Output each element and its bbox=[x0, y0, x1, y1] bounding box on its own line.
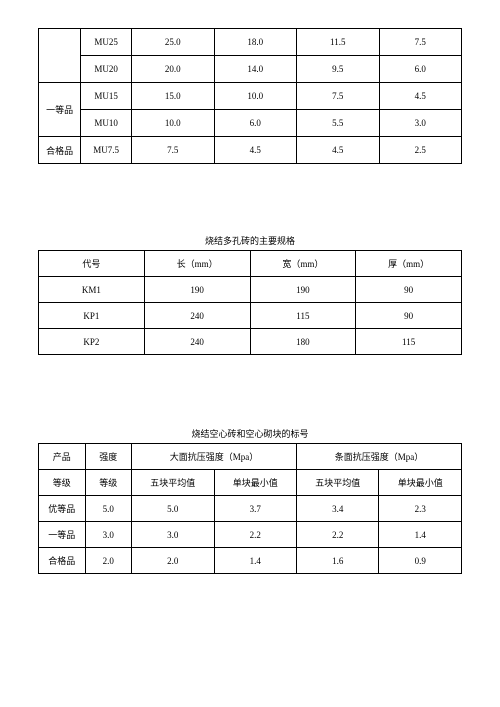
data-cell: 10.0 bbox=[214, 83, 296, 110]
data-cell: 7.5 bbox=[297, 83, 379, 110]
table-row: 一等品 3.0 3.0 2.2 2.2 1.4 bbox=[39, 522, 462, 548]
table-header-row: 等级 等级 五块平均值 单块最小值 五块平均值 单块最小值 bbox=[39, 470, 462, 496]
code-cell: MU7.5 bbox=[81, 137, 132, 164]
data-cell: 15.0 bbox=[132, 83, 214, 110]
table-row: MU25 25.0 18.0 11.5 7.5 bbox=[39, 29, 462, 56]
data-cell: 190 bbox=[144, 277, 250, 303]
table3-caption: 烧结空心砖和空心砌块的标号 bbox=[38, 427, 462, 440]
data-cell: 2.0 bbox=[132, 548, 214, 574]
data-cell: 3.7 bbox=[214, 496, 296, 522]
data-cell: 1.6 bbox=[297, 548, 379, 574]
header-cell: 等级 bbox=[85, 470, 132, 496]
data-cell: 1.4 bbox=[379, 522, 462, 548]
data-cell: 2.5 bbox=[379, 137, 462, 164]
data-cell: 2.2 bbox=[297, 522, 379, 548]
data-cell: 7.5 bbox=[379, 29, 462, 56]
table2-block: 烧结多孔砖的主要规格 代号 长（mm） 宽（mm） 厚（mm） KM1 190 … bbox=[38, 234, 462, 355]
header-cell: 单块最小值 bbox=[214, 470, 296, 496]
grade-cell: 合格品 bbox=[39, 137, 81, 164]
header-cell: 五块平均值 bbox=[297, 470, 379, 496]
data-cell: KP2 bbox=[39, 329, 145, 355]
data-cell: 240 bbox=[144, 329, 250, 355]
header-cell: 厚（mm） bbox=[356, 251, 462, 277]
data-cell: 90 bbox=[356, 303, 462, 329]
table-row: 优等品 5.0 5.0 3.7 3.4 2.3 bbox=[39, 496, 462, 522]
data-cell: 2.3 bbox=[379, 496, 462, 522]
data-cell: 3.0 bbox=[379, 110, 462, 137]
data-cell: 2.2 bbox=[214, 522, 296, 548]
code-cell: MU15 bbox=[81, 83, 132, 110]
header-cell: 代号 bbox=[39, 251, 145, 277]
table2-caption: 烧结多孔砖的主要规格 bbox=[38, 234, 462, 247]
table1: MU25 25.0 18.0 11.5 7.5 MU20 20.0 14.0 9… bbox=[38, 28, 462, 164]
data-cell: 18.0 bbox=[214, 29, 296, 56]
table-row: MU20 20.0 14.0 9.5 6.0 bbox=[39, 56, 462, 83]
data-cell: 190 bbox=[250, 277, 356, 303]
header-cell: 单块最小值 bbox=[379, 470, 462, 496]
data-cell: 9.5 bbox=[297, 56, 379, 83]
data-cell: 优等品 bbox=[39, 496, 86, 522]
data-cell: 合格品 bbox=[39, 548, 86, 574]
data-cell: 25.0 bbox=[132, 29, 214, 56]
data-cell: 20.0 bbox=[132, 56, 214, 83]
data-cell: 5.5 bbox=[297, 110, 379, 137]
table3-block: 烧结空心砖和空心砌块的标号 产品 强度 大面抗压强度（Mpa） 条面抗压强度（M… bbox=[38, 427, 462, 574]
data-cell: 90 bbox=[356, 277, 462, 303]
data-cell: 5.0 bbox=[132, 496, 214, 522]
data-cell: 6.0 bbox=[214, 110, 296, 137]
data-cell: 115 bbox=[356, 329, 462, 355]
data-cell: 4.5 bbox=[214, 137, 296, 164]
table-row: 合格品 MU7.5 7.5 4.5 4.5 2.5 bbox=[39, 137, 462, 164]
data-cell: KM1 bbox=[39, 277, 145, 303]
data-cell: 3.0 bbox=[132, 522, 214, 548]
table-header-row: 产品 强度 大面抗压强度（Mpa） 条面抗压强度（Mpa） bbox=[39, 444, 462, 470]
data-cell: 240 bbox=[144, 303, 250, 329]
data-cell: 5.0 bbox=[85, 496, 132, 522]
data-cell: 一等品 bbox=[39, 522, 86, 548]
table-row: MU10 10.0 6.0 5.5 3.0 bbox=[39, 110, 462, 137]
header-cell: 长（mm） bbox=[144, 251, 250, 277]
data-cell: 4.5 bbox=[297, 137, 379, 164]
page: MU25 25.0 18.0 11.5 7.5 MU20 20.0 14.0 9… bbox=[0, 0, 500, 707]
data-cell: KP1 bbox=[39, 303, 145, 329]
data-cell: 11.5 bbox=[297, 29, 379, 56]
data-cell: 14.0 bbox=[214, 56, 296, 83]
header-cell: 强度 bbox=[85, 444, 132, 470]
header-cell: 条面抗压强度（Mpa） bbox=[297, 444, 462, 470]
header-cell: 产品 bbox=[39, 444, 86, 470]
code-cell: MU25 bbox=[81, 29, 132, 56]
data-cell: 4.5 bbox=[379, 83, 462, 110]
table-header-row: 代号 长（mm） 宽（mm） 厚（mm） bbox=[39, 251, 462, 277]
table-row: KM1 190 190 90 bbox=[39, 277, 462, 303]
data-cell: 7.5 bbox=[132, 137, 214, 164]
grade-cell: 一等品 bbox=[39, 83, 81, 137]
data-cell: 6.0 bbox=[379, 56, 462, 83]
data-cell: 10.0 bbox=[132, 110, 214, 137]
data-cell: 1.4 bbox=[214, 548, 296, 574]
data-cell: 3.0 bbox=[85, 522, 132, 548]
table-row: KP2 240 180 115 bbox=[39, 329, 462, 355]
header-cell: 宽（mm） bbox=[250, 251, 356, 277]
data-cell: 3.4 bbox=[297, 496, 379, 522]
header-cell: 大面抗压强度（Mpa） bbox=[132, 444, 297, 470]
grade-cell bbox=[39, 29, 81, 83]
code-cell: MU20 bbox=[81, 56, 132, 83]
table1-block: MU25 25.0 18.0 11.5 7.5 MU20 20.0 14.0 9… bbox=[38, 28, 462, 164]
data-cell: 2.0 bbox=[85, 548, 132, 574]
table3: 产品 强度 大面抗压强度（Mpa） 条面抗压强度（Mpa） 等级 等级 五块平均… bbox=[38, 443, 462, 574]
table-row: KP1 240 115 90 bbox=[39, 303, 462, 329]
code-cell: MU10 bbox=[81, 110, 132, 137]
data-cell: 115 bbox=[250, 303, 356, 329]
data-cell: 180 bbox=[250, 329, 356, 355]
header-cell: 五块平均值 bbox=[132, 470, 214, 496]
table-row: 一等品 MU15 15.0 10.0 7.5 4.5 bbox=[39, 83, 462, 110]
table2: 代号 长（mm） 宽（mm） 厚（mm） KM1 190 190 90 KP1 … bbox=[38, 250, 462, 355]
data-cell: 0.9 bbox=[379, 548, 462, 574]
header-cell: 等级 bbox=[39, 470, 86, 496]
table-row: 合格品 2.0 2.0 1.4 1.6 0.9 bbox=[39, 548, 462, 574]
